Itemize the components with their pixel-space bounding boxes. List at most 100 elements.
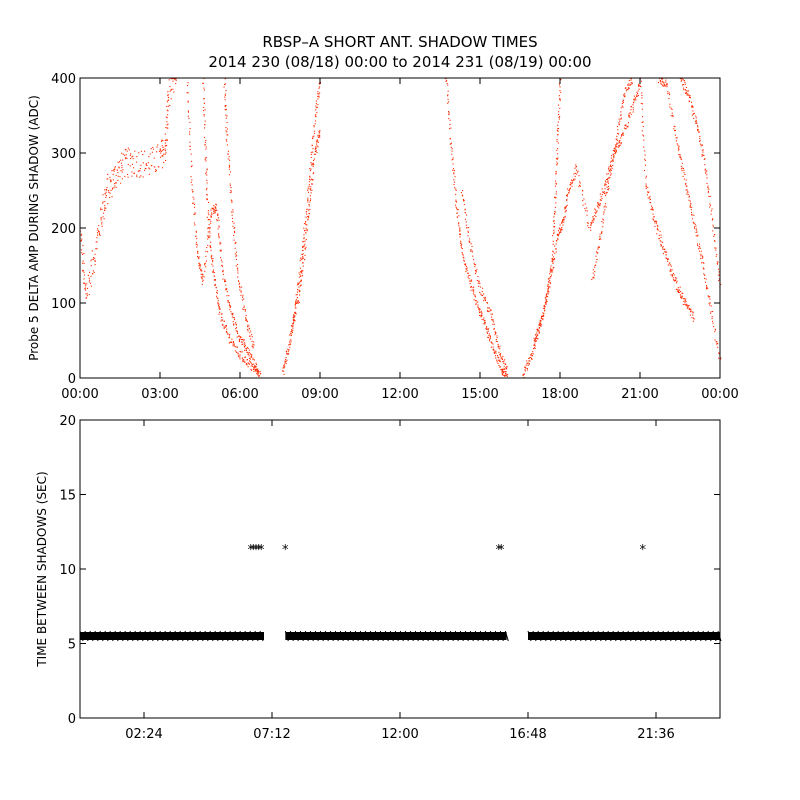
amp-point (553, 266, 555, 268)
amp-point (496, 355, 498, 357)
amp-point (105, 191, 107, 193)
gap-baseline-star (314, 630, 319, 642)
amp-point (497, 362, 499, 364)
amp-point (295, 307, 297, 309)
amp-point (467, 272, 469, 274)
amp-point (581, 194, 583, 196)
amp-point (232, 209, 234, 211)
amp-point (593, 218, 595, 220)
amp-track (79, 78, 177, 299)
amp-point (199, 263, 201, 265)
amp-point (222, 323, 224, 325)
amp-point (711, 208, 713, 210)
amp-point (459, 230, 461, 232)
amp-point (582, 204, 584, 206)
amp-point (700, 258, 702, 260)
amp-point (706, 284, 708, 286)
amp-point (311, 183, 313, 185)
amp-point (131, 163, 133, 165)
amp-point (685, 304, 687, 306)
amp-point (319, 86, 321, 88)
amp-point (678, 154, 680, 156)
gap-star-point: * (255, 543, 262, 558)
amp-point (706, 177, 708, 179)
amp-point (638, 88, 640, 90)
amp-point (210, 215, 212, 217)
amp-point (559, 86, 561, 88)
amp-point (253, 341, 255, 343)
amp-point (236, 346, 238, 348)
amp-point (622, 132, 624, 134)
amp-point (504, 375, 506, 377)
amp-point (658, 237, 660, 239)
amp-point (214, 212, 216, 214)
amp-point (189, 141, 191, 143)
amp-point (642, 126, 644, 128)
amp-point (253, 370, 255, 372)
amp-point (104, 210, 106, 212)
amp-point (666, 83, 668, 85)
amp-point (448, 118, 450, 120)
gap-baseline-star (479, 630, 484, 642)
amp-point (166, 145, 168, 147)
amp-point (711, 317, 713, 319)
amp-point (247, 366, 249, 368)
amp-point (122, 169, 124, 171)
amp-point (660, 237, 662, 239)
amp-point (94, 260, 96, 262)
amp-point (288, 349, 290, 351)
amp-point (204, 144, 206, 146)
amp-point (578, 184, 580, 186)
amp-point (484, 321, 486, 323)
amp-point (132, 158, 134, 160)
amp-point (536, 334, 538, 336)
amp-point (187, 115, 189, 117)
amp-point (153, 157, 155, 159)
amp-point (302, 241, 304, 243)
amp-y-tick-label: 100 (51, 297, 76, 312)
amp-point (498, 347, 500, 349)
amp-point (460, 244, 462, 246)
amp-point (228, 337, 230, 339)
amp-point (623, 95, 625, 97)
amp-point (246, 364, 248, 366)
amp-point (533, 347, 535, 349)
amp-point (118, 167, 120, 169)
amp-point (165, 116, 167, 118)
amp-point (295, 312, 297, 314)
amp-point (487, 329, 489, 331)
amp-point (522, 374, 524, 376)
amp-point (84, 288, 86, 290)
amp-y-tick-label: 0 (68, 372, 76, 387)
amp-point (613, 147, 615, 149)
amp-point (175, 79, 177, 81)
amp-point (195, 231, 197, 233)
amp-point (496, 337, 498, 339)
amp-point (302, 245, 304, 247)
amp-point (316, 152, 318, 154)
gap-baseline-star (504, 630, 509, 642)
amp-point (300, 284, 302, 286)
amp-point (80, 240, 82, 242)
amp-point (528, 363, 530, 365)
amp-point (139, 170, 141, 172)
amp-point (692, 320, 694, 322)
amp-point (692, 218, 694, 220)
amp-point (213, 210, 215, 212)
amp-point (547, 285, 549, 287)
amp-point (552, 251, 554, 253)
amp-point (688, 195, 690, 197)
amp-point (718, 268, 720, 270)
amp-point (469, 280, 471, 282)
amp-point (217, 298, 219, 300)
amp-point (308, 204, 310, 206)
amp-point (660, 244, 662, 246)
amp-point (306, 208, 308, 210)
amp-point (699, 137, 701, 139)
amp-point (119, 176, 121, 178)
amp-point (610, 160, 612, 162)
amp-point (529, 357, 531, 359)
amp-point (609, 171, 611, 173)
amp-point (683, 169, 685, 171)
amp-point (258, 375, 260, 377)
